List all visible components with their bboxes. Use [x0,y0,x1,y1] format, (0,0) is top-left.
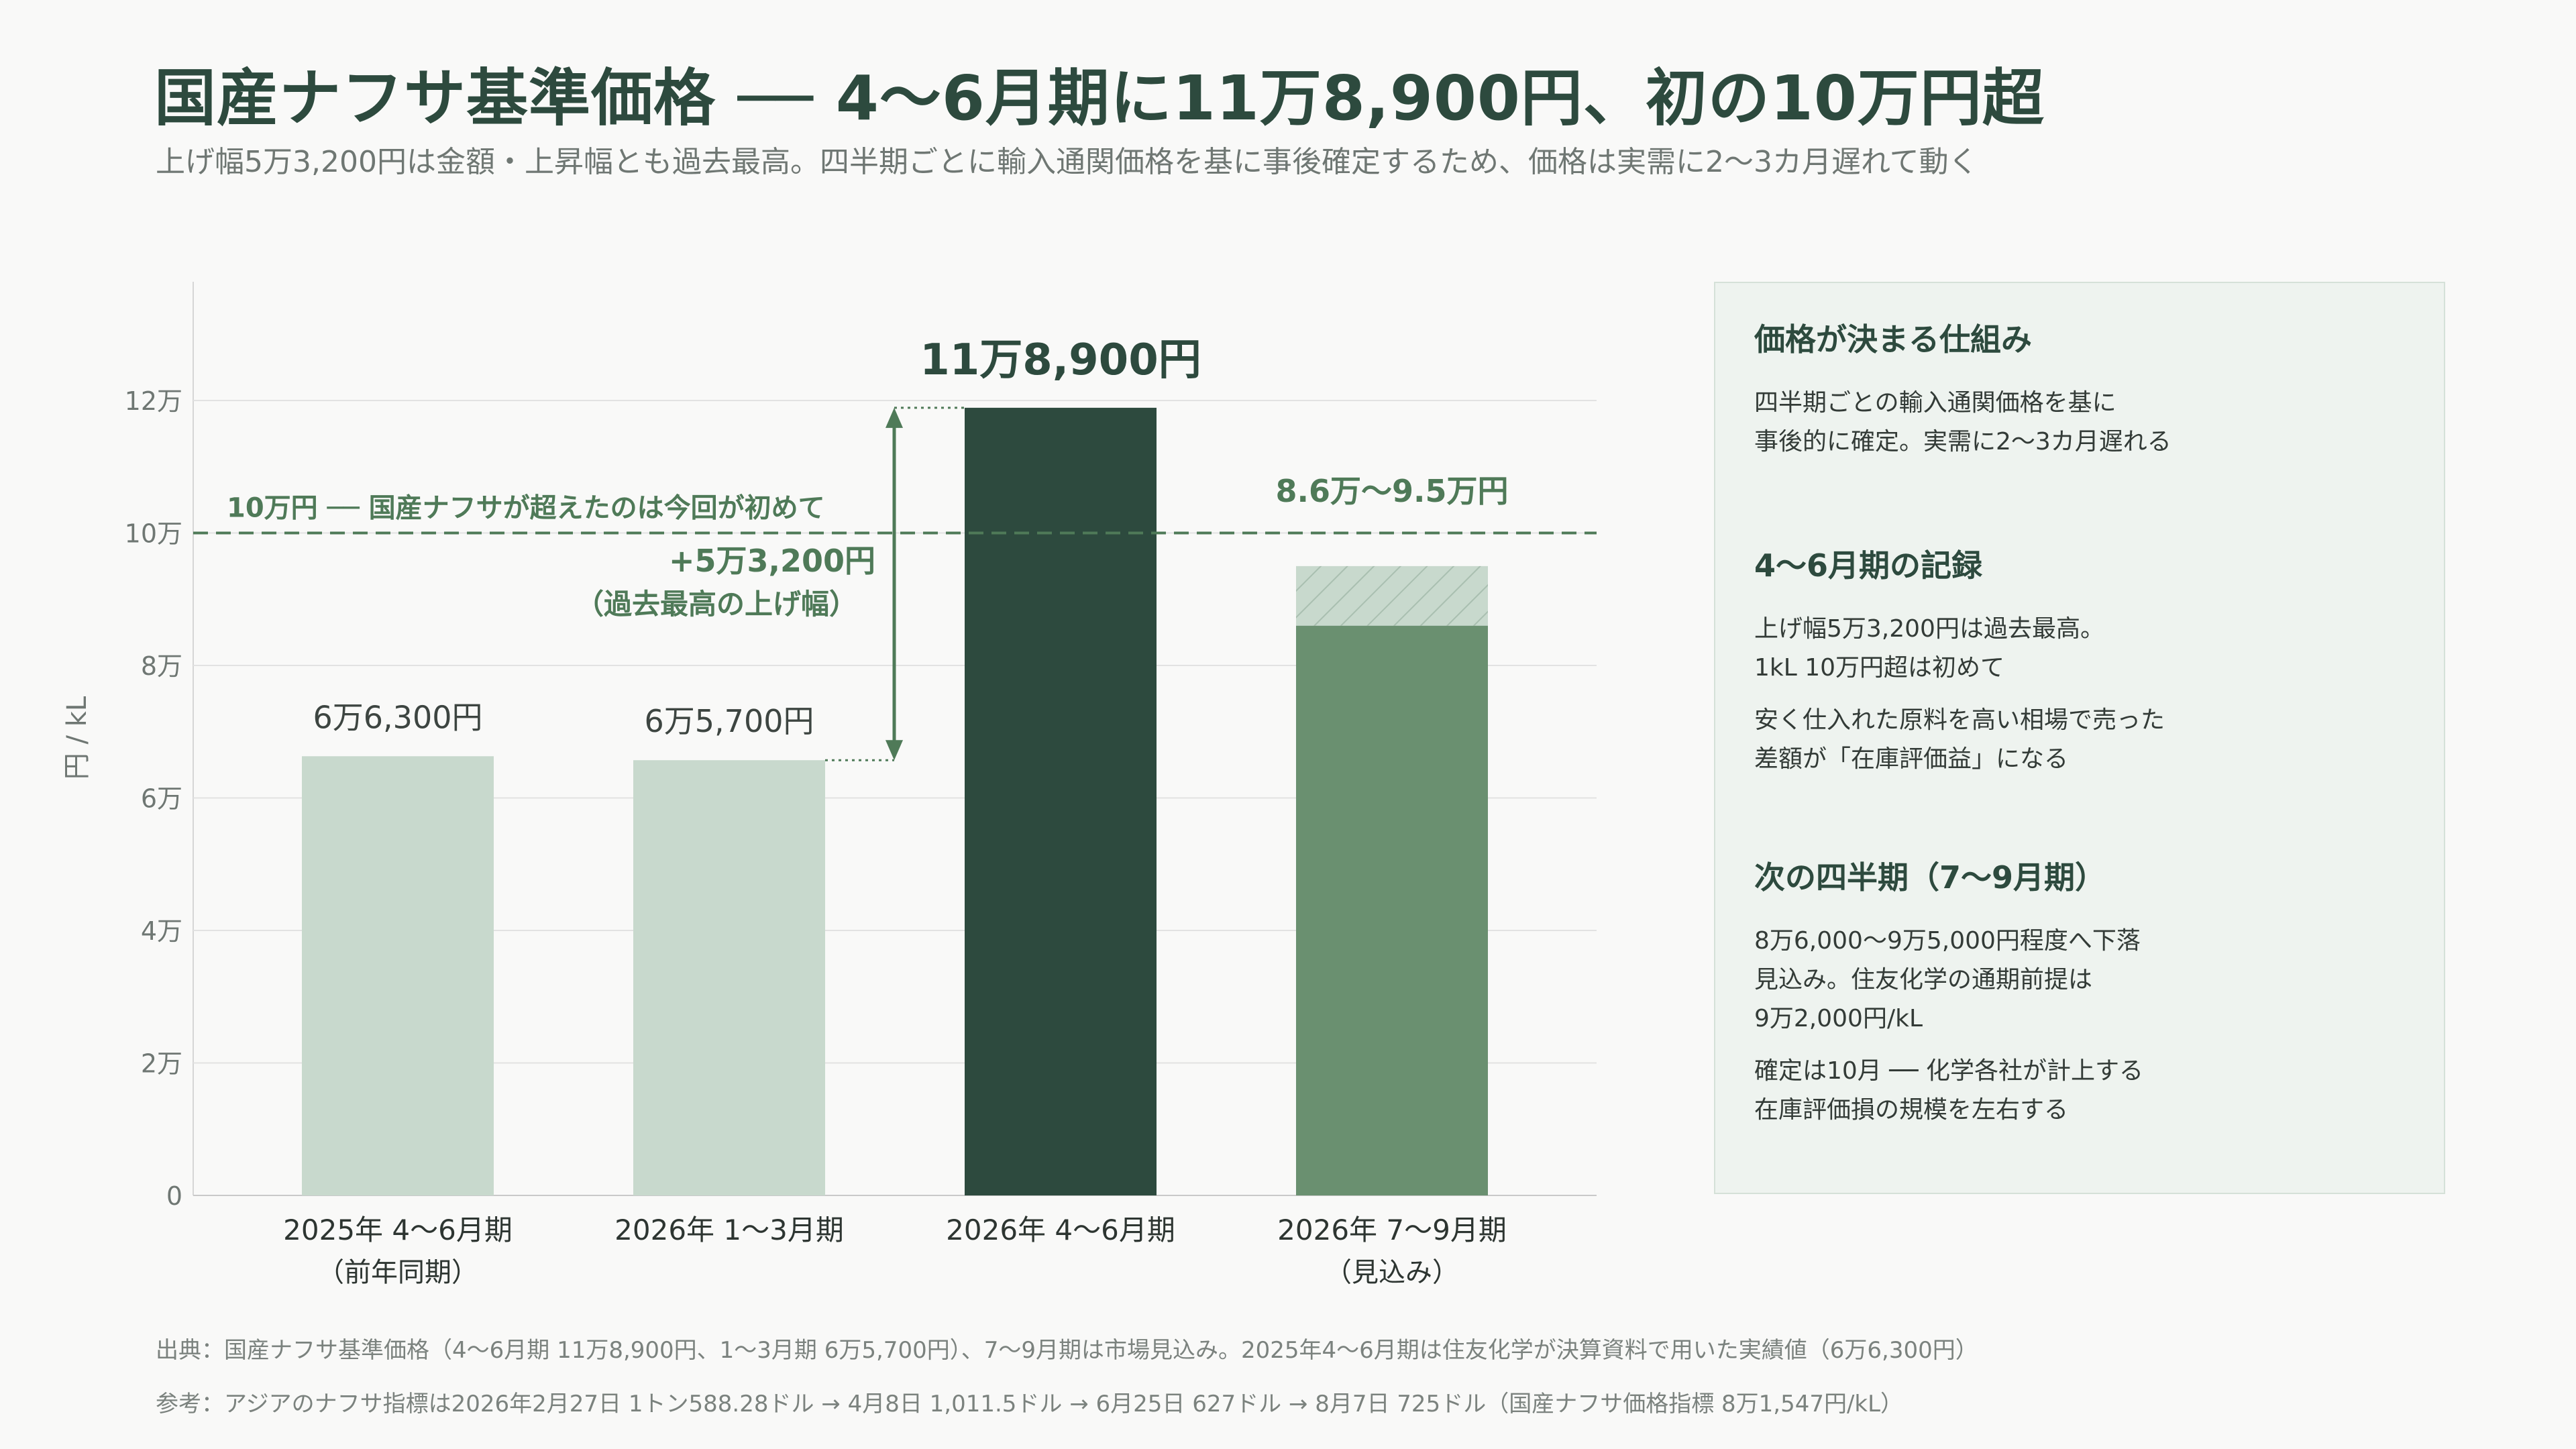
side-section-heading: 価格が決まる仕組み [1754,321,2032,358]
increase-label: +5万3,200円 [669,543,875,579]
increase-sublabel: （過去最高の上げ幅） [576,588,857,621]
bar-data-label: 6万6,300円 [313,699,483,735]
x-tick-label: 2025年 4〜6月期 [283,1214,513,1246]
side-section-heading: 次の四半期（7〜9月期） [1754,859,2106,896]
side-section-text: 8万6,000〜9万5,000円程度へ下落 見込み。住友化学の通期前提は 9万2… [1754,927,2141,1032]
bar [1296,625,1488,1195]
page-subtitle: 上げ幅5万3,200円は金額・上昇幅とも過去最高。四半期ごとに輸入通関価格を基に… [156,145,1978,179]
side-section-mechanism: 価格が決まる仕組み 四半期ごとの輸入通関価格を基に 事後的に確定。実需に2〜3カ… [1754,315,2417,475]
bar-data-label: 6万5,700円 [645,703,814,739]
bar-range-segment [1296,566,1488,626]
bar [633,760,825,1195]
side-section-heading: 4〜6月期の記録 [1754,547,1983,584]
bar-data-label: 11万8,900円 [920,335,1201,385]
side-panel: 価格が決まる仕組み 四半期ごとの輸入通関価格を基に 事後的に確定。実需に2〜3カ… [1714,282,2445,1194]
x-tick-sublabel: （前年同期） [317,1257,478,1288]
y-tick-label: 12万 [125,386,182,416]
y-axis-label: 円 / kL [62,696,93,780]
y-tick-label: 8万 [141,651,182,681]
page-title: 国産ナフサ基準価格 ── 4〜6月期に11万8,900円、初の10万円超 [154,62,2045,134]
x-tick-label: 2026年 7〜9月期 [1277,1214,1507,1246]
x-tick-label: 2026年 1〜3月期 [614,1214,844,1246]
bar [302,756,494,1195]
arrow-head-down-icon [885,740,903,761]
y-tick-label: 2万 [141,1049,182,1079]
source-note: 出典：国産ナフサ基準価格（4〜6月期 11万8,900円、1〜3月期 6万5,7… [156,1337,1978,1364]
reference-note: 参考：アジアのナフサ指標は2026年2月27日 1トン588.28ドル → 4月… [156,1391,1904,1417]
side-section-next-quarter: 次の四半期（7〜9月期） 8万6,000〜9万5,000円程度へ下落 見込み。住… [1754,853,2417,1143]
arrow-head-up-icon [885,407,903,428]
y-tick-label: 0 [166,1181,182,1211]
bar-data-label: 8.6万〜9.5万円 [1276,473,1509,509]
side-section-record: 4〜6月期の記録 上げ幅5万3,200円は過去最高。 1kL 10万円超は初めて… [1754,541,2417,792]
side-section-text: 安く仕入れた原料を高い相場で売った 差額が「在庫評価益」になる [1754,706,2165,773]
y-tick-label: 4万 [141,916,182,946]
side-section-text: 確定は10月 ── 化学各社が計上する 在庫評価損の規模を左右する [1754,1057,2144,1124]
reference-line-label: 10万円 ── 国産ナフサが超えたのは今回が初めて [227,493,825,524]
y-tick-label: 6万 [141,784,182,814]
y-tick-label: 10万 [125,519,182,549]
side-section-text: 上げ幅5万3,200円は過去最高。 1kL 10万円超は初めて [1754,615,2104,682]
side-section-text: 四半期ごとの輸入通関価格を基に 事後的に確定。実需に2〜3カ月遅れる [1754,389,2171,455]
x-tick-label: 2026年 4〜6月期 [946,1214,1175,1246]
bar [965,407,1157,1195]
x-tick-sublabel: （見込み） [1325,1257,1459,1288]
